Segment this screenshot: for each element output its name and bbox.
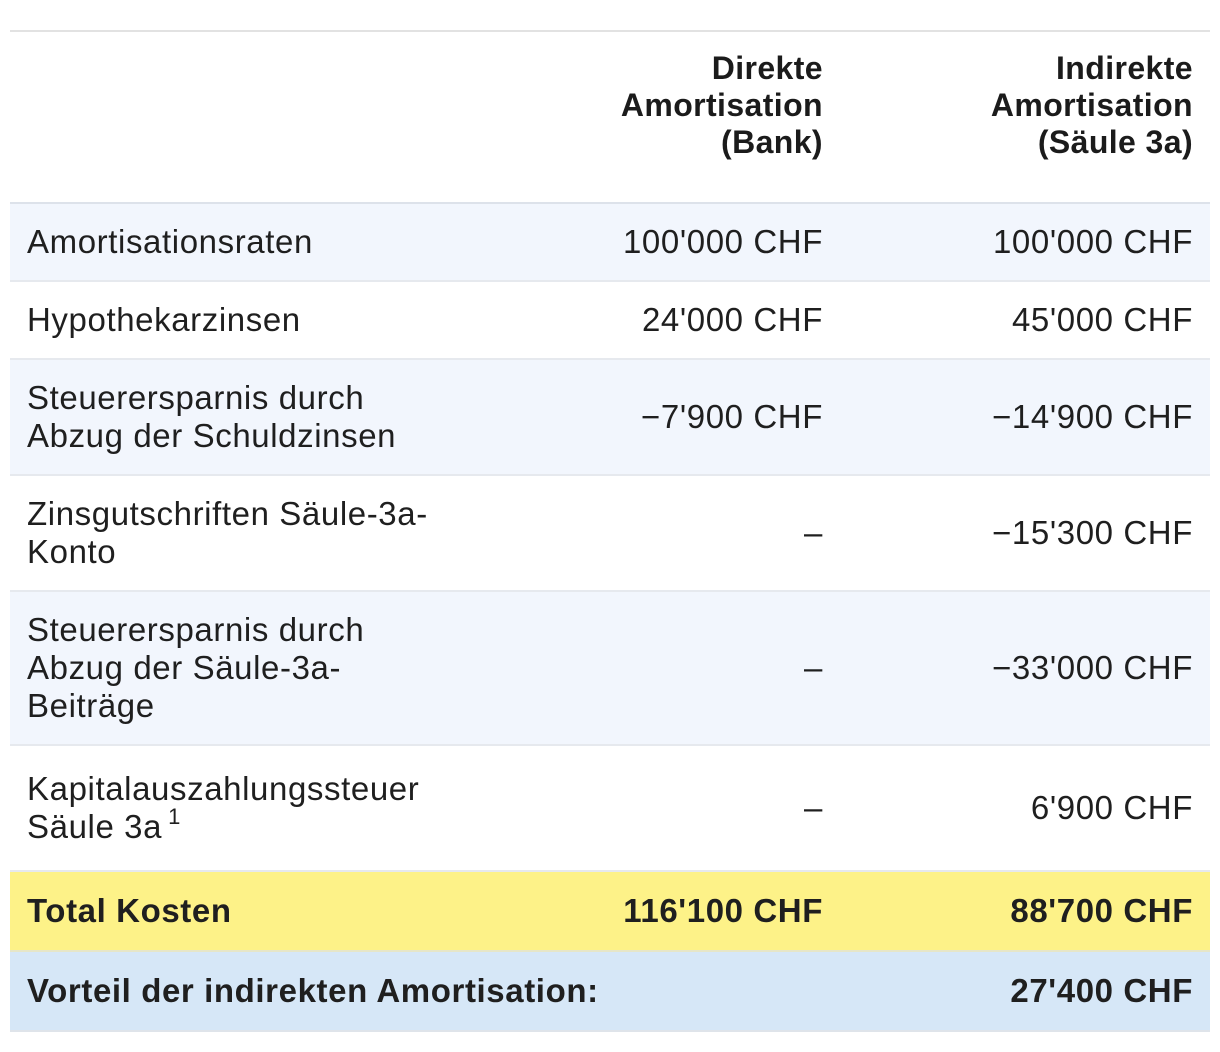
table-row: Steuerersparnis durch Abzug der Säule-3a… xyxy=(10,591,1210,746)
row-label: Hypothekarzinsen xyxy=(10,281,490,360)
cell-indirekt: 100'000 CHF xyxy=(840,203,1210,282)
table-row: Hypothekarzinsen 24'000 CHF 45'000 CHF xyxy=(10,281,1210,360)
header-direkt-line1: Direkte xyxy=(711,50,823,86)
header-indirekt-line1: Indirekte xyxy=(1056,50,1193,86)
total-direkt: 116'100 CHF xyxy=(490,871,840,952)
table-row: Amortisationsraten 100'000 CHF 100'000 C… xyxy=(10,203,1210,282)
row-label: Steuerersparnis durch Abzug der Säule-3a… xyxy=(10,591,490,746)
cell-indirekt: −14'900 CHF xyxy=(840,359,1210,476)
table-row: Steuerersparnis durch Abzug der Schuldzi… xyxy=(10,359,1210,476)
cell-indirekt: 45'000 CHF xyxy=(840,281,1210,360)
cell-indirekt: 6'900 CHF xyxy=(840,745,1210,872)
row-label: Amortisationsraten xyxy=(10,203,490,282)
row-label-line1: Steuerersparnis durch xyxy=(27,379,365,416)
table-header: Direkte Amortisation (Bank) Indirekte Am… xyxy=(10,31,1210,203)
table-body: Amortisationsraten 100'000 CHF 100'000 C… xyxy=(10,203,1210,1032)
row-label: Kapitalauszahlungssteuer Säule 3a 1 xyxy=(10,745,490,872)
advantage-value: 27'400 CHF xyxy=(840,951,1210,1032)
advantage-row: Vorteil der indirekten Amortisation: 27'… xyxy=(10,951,1210,1032)
row-label: Zinsgutschriften Säule-3a- Konto xyxy=(10,475,490,592)
cell-direkt: 100'000 CHF xyxy=(490,203,840,282)
table-row: Zinsgutschriften Säule-3a- Konto – −15'3… xyxy=(10,475,1210,592)
row-label-line2: Konto xyxy=(27,533,117,570)
row-label: Steuerersparnis durch Abzug der Schuldzi… xyxy=(10,359,490,476)
table-row: Kapitalauszahlungssteuer Säule 3a 1 – 6'9… xyxy=(10,745,1210,872)
cell-direkt: – xyxy=(490,475,840,592)
header-indirekte-amortisation: Indirekte Amortisation (Säule 3a) xyxy=(840,31,1210,203)
header-direkt-line2: Amortisation xyxy=(620,87,823,123)
row-label-line1: Kapitalauszahlungssteuer xyxy=(27,770,420,807)
header-direkt-line3: (Bank) xyxy=(721,124,823,160)
row-label-line2: Abzug der Säule-3a- xyxy=(27,649,342,686)
header-label-cell xyxy=(10,31,490,203)
cell-direkt: – xyxy=(490,745,840,872)
row-label-line2: Abzug der Schuldzinsen xyxy=(27,417,397,454)
cell-direkt: −7'900 CHF xyxy=(490,359,840,476)
row-label-line1: Zinsgutschriften Säule-3a- xyxy=(27,495,428,532)
total-label: Total Kosten xyxy=(10,871,490,952)
advantage-label: Vorteil der indirekten Amortisation: xyxy=(10,951,840,1032)
total-indirekt: 88'700 CHF xyxy=(840,871,1210,952)
total-row: Total Kosten 116'100 CHF 88'700 CHF xyxy=(10,871,1210,952)
cell-indirekt: −33'000 CHF xyxy=(840,591,1210,746)
amortisation-comparison-table: Direkte Amortisation (Bank) Indirekte Am… xyxy=(10,30,1210,1032)
cell-indirekt: −15'300 CHF xyxy=(840,475,1210,592)
comparison-table-container: Direkte Amortisation (Bank) Indirekte Am… xyxy=(10,30,1210,1032)
row-label-line2: Säule 3a xyxy=(27,808,163,845)
header-indirekt-line3: (Säule 3a) xyxy=(1037,124,1193,160)
header-indirekt-line2: Amortisation xyxy=(990,87,1193,123)
row-label-line3: Beiträge xyxy=(27,687,155,724)
footnote-link[interactable]: 1 xyxy=(168,804,181,829)
row-label-line1: Steuerersparnis durch xyxy=(27,611,365,648)
cell-direkt: 24'000 CHF xyxy=(490,281,840,360)
cell-direkt: – xyxy=(490,591,840,746)
header-direkte-amortisation: Direkte Amortisation (Bank) xyxy=(490,31,840,203)
